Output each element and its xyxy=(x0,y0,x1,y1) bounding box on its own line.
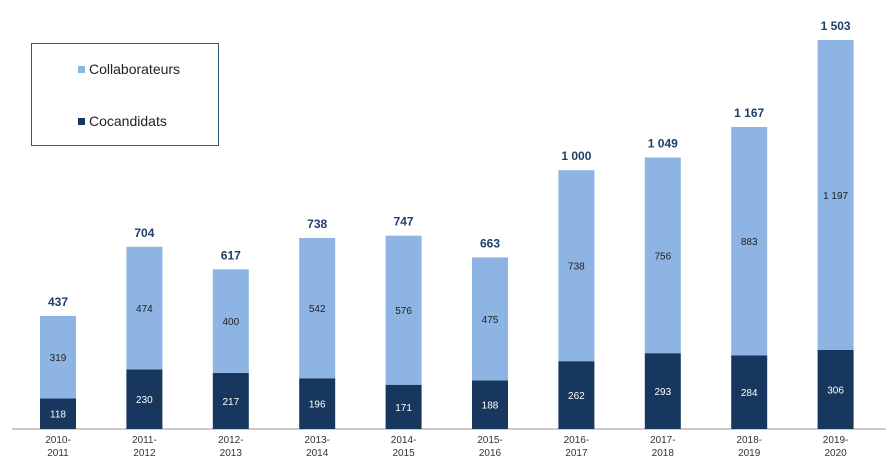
value-label-collaborateurs-8: 883 xyxy=(741,237,758,248)
legend: Collaborateurs Cocandidats xyxy=(31,43,219,146)
bar-cocandidats-8 xyxy=(731,355,768,429)
value-label-collaborateurs-2: 400 xyxy=(222,317,239,328)
total-label-4: 747 xyxy=(394,215,414,229)
value-label-cocandidats-6: 262 xyxy=(568,391,585,402)
value-label-cocandidats-5: 188 xyxy=(482,401,499,412)
bar-cocandidats-7 xyxy=(644,353,681,429)
bar-cocandidats-0 xyxy=(40,398,76,429)
x-tick-label-9-0: 2019- xyxy=(823,435,849,446)
value-label-collaborateurs-9: 1 197 xyxy=(823,191,848,202)
legend-item-collaborateurs: Collaborateurs xyxy=(78,61,180,77)
bar-collaborateurs-7 xyxy=(644,157,681,354)
legend-swatch-cocandidats xyxy=(78,117,85,125)
labels-layer: 118 319 437 2010- 2011 230 474 704 2011- 2012 217 4… xyxy=(45,19,851,459)
value-label-cocandidats-9: 306 xyxy=(827,385,844,396)
bar-collaborateurs-2 xyxy=(212,269,249,373)
value-label-collaborateurs-1: 474 xyxy=(136,304,153,315)
value-label-cocandidats-2: 217 xyxy=(222,397,239,408)
x-tick-label-3-0: 2013- xyxy=(304,435,330,446)
bar-cocandidats-6 xyxy=(558,361,595,429)
legend-item-cocandidats: Cocandidats xyxy=(78,113,167,129)
x-tick-label-1-1: 2012 xyxy=(133,448,156,459)
value-label-cocandidats-1: 230 xyxy=(136,395,153,406)
bar-collaborateurs-0 xyxy=(40,315,76,399)
value-label-cocandidats-0: 118 xyxy=(50,410,66,421)
total-label-8: 1 167 xyxy=(734,106,764,120)
value-label-collaborateurs-7: 756 xyxy=(654,251,671,262)
value-label-collaborateurs-5: 475 xyxy=(482,315,499,326)
total-label-1: 704 xyxy=(134,226,154,240)
x-tick-label-0-0: 2010- xyxy=(45,435,71,446)
bar-cocandidats-2 xyxy=(212,372,249,429)
x-tick-label-4-1: 2015 xyxy=(392,448,415,459)
total-label-7: 1 049 xyxy=(648,137,678,151)
x-tick-label-3-1: 2014 xyxy=(306,448,329,459)
value-label-cocandidats-3: 196 xyxy=(309,400,326,411)
legend-swatch-collaborateurs xyxy=(78,65,85,73)
total-label-0: 437 xyxy=(48,295,68,309)
x-tick-label-5-0: 2015- xyxy=(477,435,503,446)
value-label-collaborateurs-3: 542 xyxy=(309,304,326,315)
x-tick-label-7-0: 2017- xyxy=(650,435,676,446)
bars-layer xyxy=(40,40,854,429)
bar-collaborateurs-5 xyxy=(472,257,508,381)
bar-collaborateurs-9 xyxy=(817,40,854,350)
bar-cocandidats-3 xyxy=(299,378,336,429)
x-tick-label-6-0: 2016- xyxy=(564,435,590,446)
x-tick-label-2-1: 2013 xyxy=(220,448,243,459)
value-label-cocandidats-7: 293 xyxy=(654,387,671,398)
x-tick-label-5-1: 2016 xyxy=(479,448,502,459)
x-tick-label-6-1: 2017 xyxy=(565,448,588,459)
total-label-6: 1 000 xyxy=(561,149,591,163)
x-tick-label-7-1: 2018 xyxy=(652,448,675,459)
value-label-collaborateurs-4: 576 xyxy=(395,306,412,317)
bar-collaborateurs-1 xyxy=(126,246,163,370)
total-label-2: 617 xyxy=(221,248,241,262)
bar-collaborateurs-3 xyxy=(299,237,336,379)
x-tick-label-2-0: 2012- xyxy=(218,435,244,446)
bar-collaborateurs-6 xyxy=(558,170,595,362)
total-label-5: 663 xyxy=(480,236,500,250)
bar-cocandidats-1 xyxy=(126,369,163,429)
value-label-collaborateurs-0: 319 xyxy=(50,353,67,364)
legend-label-collaborateurs: Collaborateurs xyxy=(89,61,181,77)
total-label-3: 738 xyxy=(307,217,327,231)
x-tick-label-4-0: 2014- xyxy=(391,435,417,446)
value-label-cocandidats-4: 171 xyxy=(395,403,412,414)
bar-collaborateurs-8 xyxy=(731,126,768,356)
x-tick-label-8-1: 2019 xyxy=(738,448,761,459)
total-label-9: 1 503 xyxy=(821,19,851,33)
bar-cocandidats-4 xyxy=(385,384,422,429)
value-label-cocandidats-8: 284 xyxy=(741,388,758,399)
x-tick-label-0-1: 2011 xyxy=(47,448,69,459)
x-tick-label-9-1: 2020 xyxy=(824,448,847,459)
x-tick-label-8-0: 2018- xyxy=(736,435,762,446)
value-label-collaborateurs-6: 738 xyxy=(568,262,585,273)
bar-cocandidats-9 xyxy=(817,349,854,429)
x-tick-label-1-0: 2011- xyxy=(132,435,157,446)
bar-collaborateurs-4 xyxy=(385,235,422,385)
bar-cocandidats-5 xyxy=(472,380,508,429)
legend-label-cocandidats: Cocandidats xyxy=(89,113,167,129)
